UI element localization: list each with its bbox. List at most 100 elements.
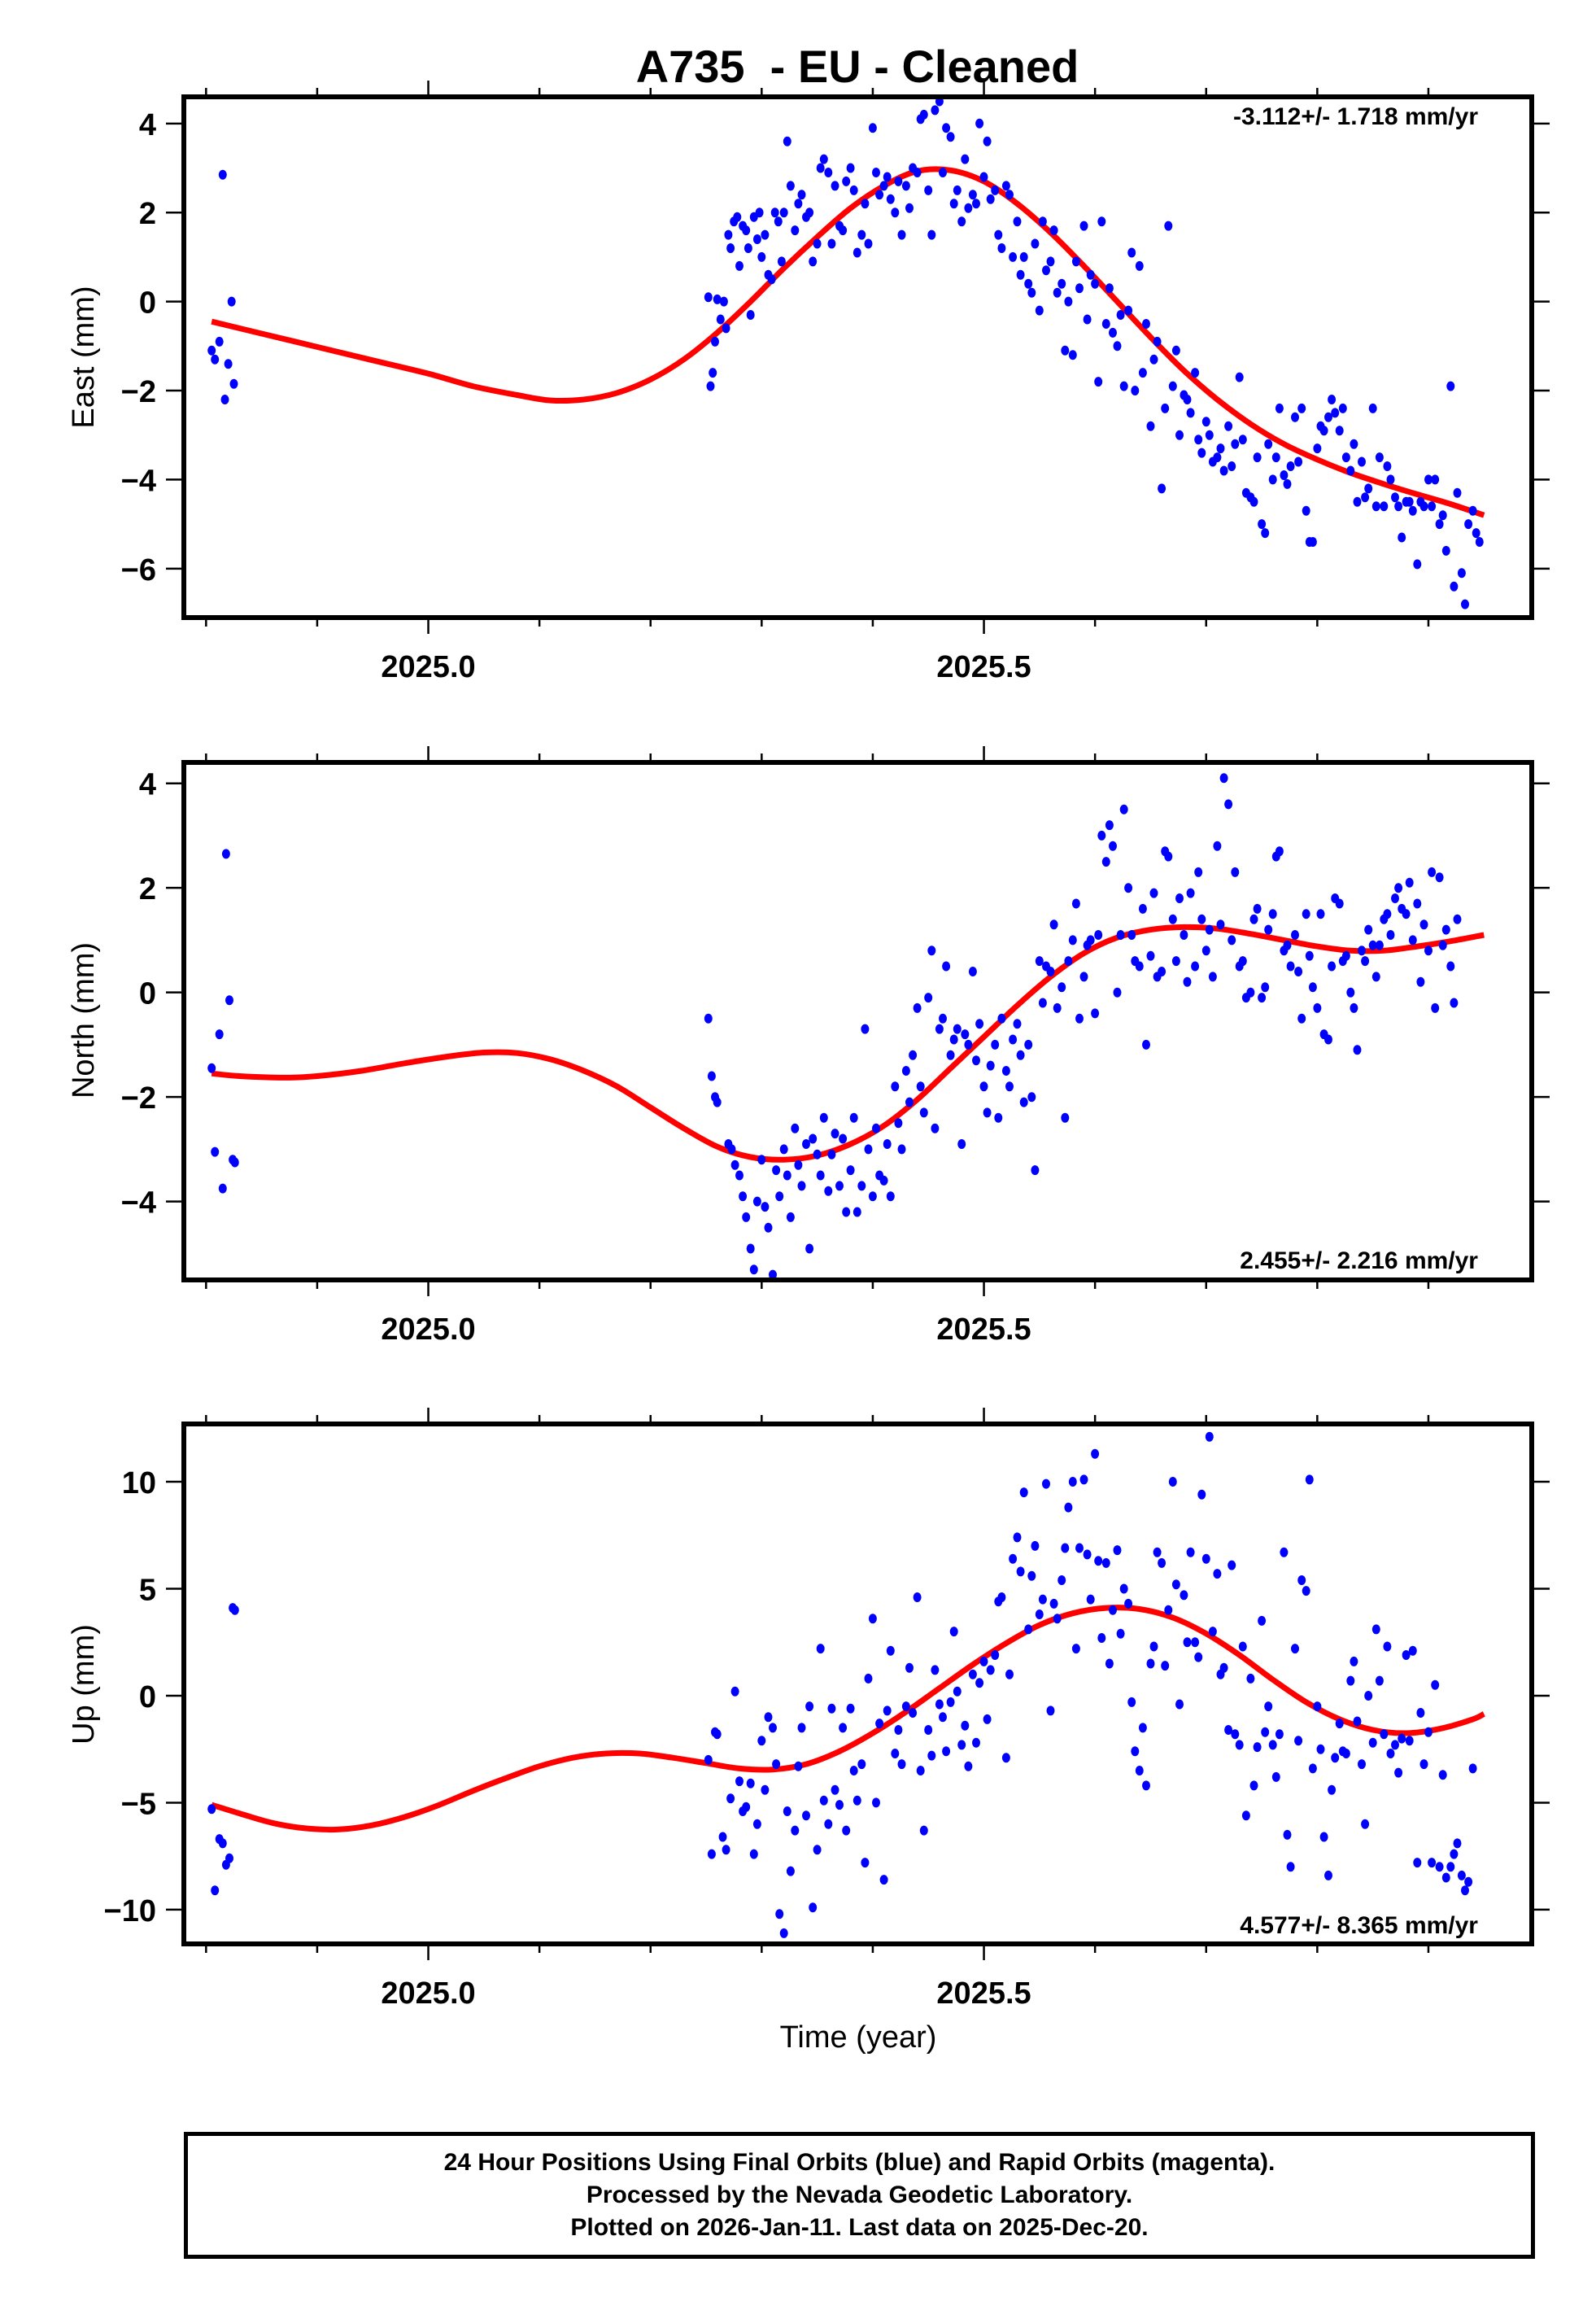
data-point <box>1364 483 1373 494</box>
data-point <box>1191 368 1200 378</box>
data-point <box>1441 924 1450 935</box>
data-point <box>1228 461 1236 471</box>
data-point <box>1283 940 1292 950</box>
data-point <box>1268 909 1277 919</box>
data-point <box>1375 1675 1384 1686</box>
data-point <box>1264 439 1273 449</box>
data-point <box>942 1746 951 1757</box>
data-point <box>1171 1579 1180 1590</box>
data-point <box>927 1750 936 1761</box>
data-point <box>224 359 233 369</box>
data-point <box>746 1778 755 1788</box>
data-point <box>1105 283 1114 294</box>
data-point <box>913 168 922 177</box>
data-point <box>1183 1637 1192 1648</box>
data-point <box>1013 1532 1022 1543</box>
data-point <box>883 172 892 182</box>
data-point <box>722 323 730 334</box>
data-point <box>853 247 861 258</box>
data-point <box>1450 998 1459 1008</box>
data-point <box>797 1723 806 1733</box>
data-point <box>901 181 910 191</box>
data-point <box>1313 1002 1322 1013</box>
data-point <box>1180 1590 1188 1601</box>
data-point <box>1053 1614 1062 1624</box>
data-point <box>764 1712 773 1723</box>
data-point <box>849 1112 858 1123</box>
data-point <box>1297 1013 1306 1024</box>
data-point <box>897 229 906 240</box>
data-point <box>1386 474 1395 485</box>
data-point <box>1268 474 1277 485</box>
data-point <box>1049 225 1058 236</box>
data-point <box>1205 1431 1214 1442</box>
data-point <box>831 1784 839 1795</box>
data-point <box>1294 1736 1303 1746</box>
data-point <box>730 1160 739 1170</box>
data-point <box>1208 972 1217 982</box>
data-point <box>1328 1784 1337 1795</box>
data-point <box>739 1191 748 1202</box>
data-point <box>891 207 900 218</box>
y-tick-label: 2 <box>139 872 156 906</box>
data-point <box>1316 909 1325 919</box>
data-point <box>913 1002 922 1013</box>
data-point <box>972 199 980 209</box>
data-point <box>1057 278 1066 289</box>
data-point <box>1375 452 1384 463</box>
data-point <box>1009 251 1018 262</box>
data-point <box>1061 345 1070 356</box>
data-point <box>1131 386 1140 395</box>
data-point <box>1094 1556 1103 1566</box>
data-point <box>1091 278 1100 289</box>
data-point <box>1142 1039 1150 1050</box>
footer-line-processed: Processed by the Nevada Geodetic Laborat… <box>586 2182 1133 2208</box>
data-point <box>864 1673 873 1684</box>
data-point <box>827 238 836 249</box>
data-point <box>979 1656 988 1666</box>
data-point <box>901 1701 910 1712</box>
data-point <box>1213 452 1222 463</box>
data-point <box>975 1019 984 1029</box>
data-point <box>1079 221 1088 231</box>
data-point <box>1394 883 1403 893</box>
y-tick-label: 5 <box>139 1573 156 1607</box>
data-point <box>713 294 722 304</box>
data-point <box>1205 924 1214 935</box>
y-axis-label-north: North (mm) <box>67 942 101 1098</box>
data-point <box>1424 1727 1432 1737</box>
data-point <box>831 1129 839 1139</box>
data-point <box>1380 1729 1389 1740</box>
data-point <box>713 1729 722 1740</box>
data-point <box>1086 935 1095 946</box>
data-point <box>831 181 839 191</box>
data-point <box>1219 465 1228 476</box>
data-point <box>1291 930 1299 940</box>
data-point <box>1416 976 1425 987</box>
data-point <box>1453 487 1462 498</box>
data-point <box>1361 956 1370 967</box>
footer-line-plotted: Plotted on 2026-Jan-11. Last data on 202… <box>570 2214 1149 2241</box>
y-tick-label: 4 <box>139 108 156 142</box>
data-point <box>1194 1652 1203 1662</box>
data-point <box>1419 501 1428 512</box>
data-point <box>1324 1034 1332 1045</box>
data-point <box>1031 1540 1040 1551</box>
plot-frame <box>181 760 1534 1282</box>
data-point <box>1009 1553 1018 1564</box>
data-point <box>1271 1771 1280 1782</box>
data-point <box>813 1845 822 1855</box>
data-point <box>1005 190 1014 200</box>
data-point <box>1053 287 1062 298</box>
data-point <box>1313 1701 1322 1712</box>
data-point <box>997 1592 1006 1602</box>
data-point <box>1358 946 1366 956</box>
data-point <box>1413 559 1422 570</box>
data-point <box>1450 581 1459 592</box>
data-point <box>1024 1624 1033 1635</box>
data-point <box>1405 877 1414 888</box>
data-point <box>711 336 719 347</box>
data-point <box>1197 914 1206 924</box>
data-point <box>1438 940 1447 950</box>
